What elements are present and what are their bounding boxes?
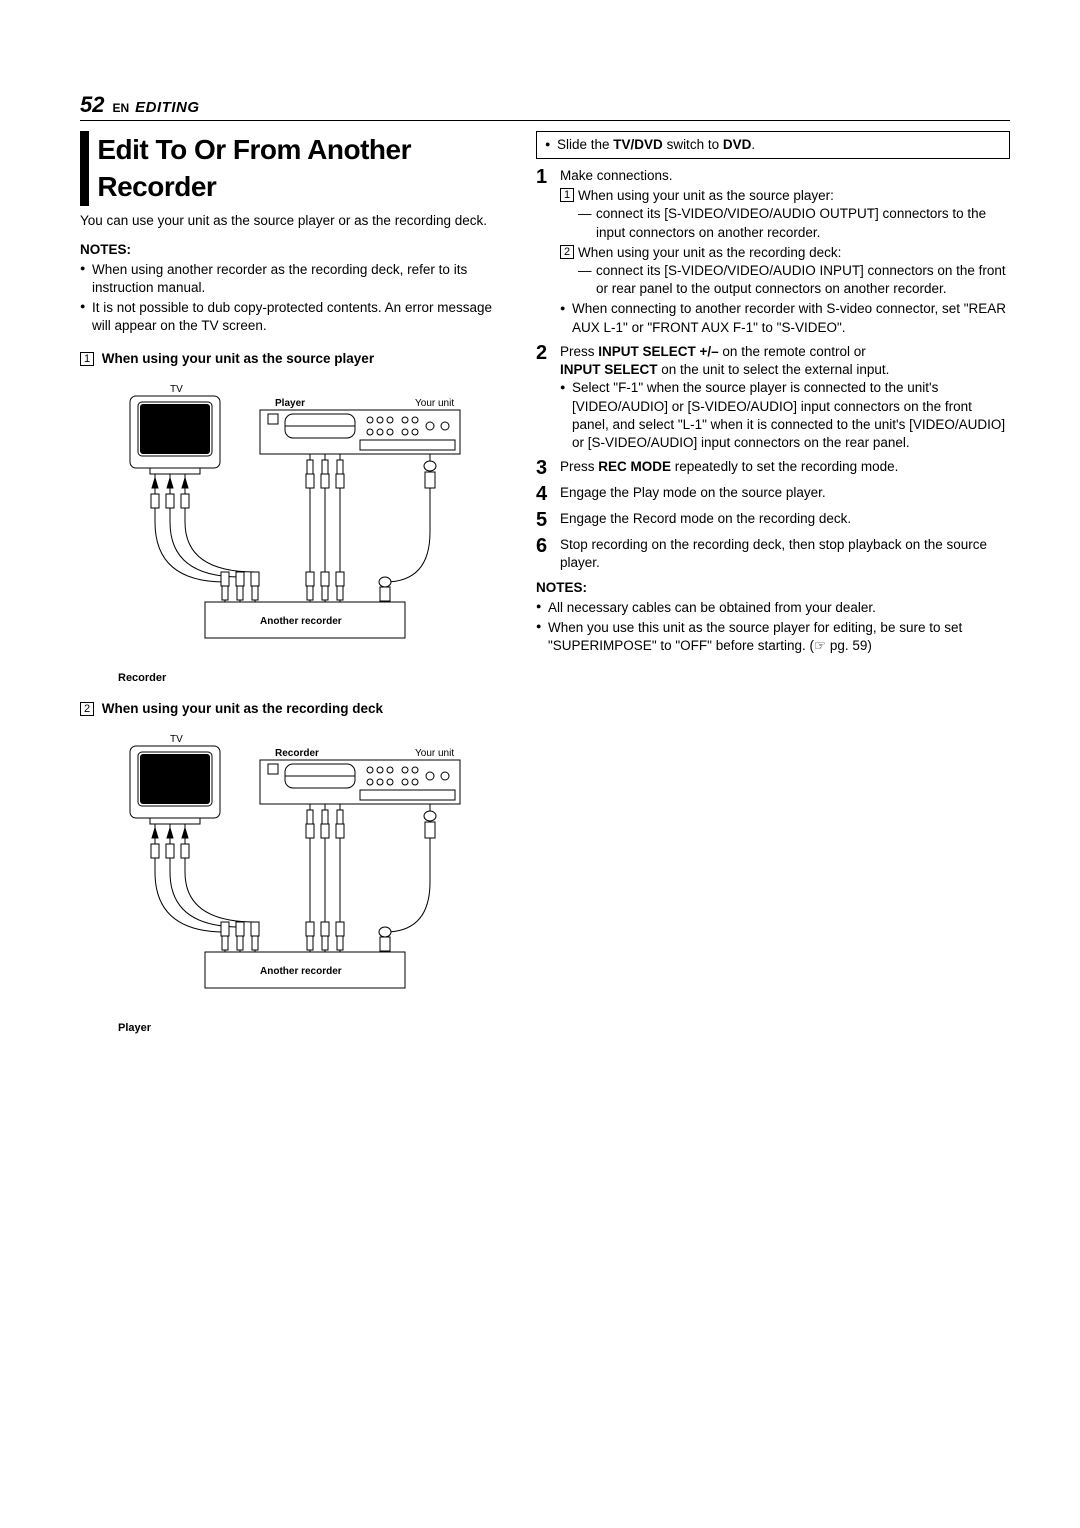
switch-instruction: Slide the TV/DVD switch to DVD.: [545, 136, 1001, 154]
diagram1-heading: 1 When using your unit as the source pla…: [80, 350, 510, 368]
notes2-list: All necessary cables can be obtained fro…: [536, 599, 1010, 656]
switch-instruction-box: Slide the TV/DVD switch to DVD.: [536, 131, 1010, 159]
connection-diagram-2: TV Recorder Your unit Another recorder: [110, 732, 490, 1012]
step-number: 5: [536, 510, 552, 530]
right-column: Slide the TV/DVD switch to DVD. 1 Make c…: [536, 131, 1010, 1036]
box-number: 2: [80, 702, 94, 716]
notes1-list: When using another recorder as the recor…: [80, 261, 510, 336]
step2-text: Press INPUT SELECT +/– on the remote con…: [560, 343, 1010, 379]
left-column: Edit To Or From Another Recorder You can…: [80, 131, 510, 1036]
diagram2-player-label: Player: [118, 1021, 510, 1036]
connection-diagram-1: TV Player Your unit Another recorder: [110, 382, 490, 662]
step4-text: Engage the Play mode on the source playe…: [560, 484, 1010, 504]
yourunit-label: Your unit: [415, 748, 454, 759]
step-1: 1 Make connections. 1 When using your un…: [536, 167, 1010, 337]
notes1-item: It is not possible to dub copy-protected…: [80, 299, 510, 335]
page-title: Edit To Or From Another Recorder: [97, 131, 510, 207]
step1-bullet: When connecting to another recorder with…: [560, 300, 1010, 336]
step6-text: Stop recording on the recording deck, th…: [560, 536, 1010, 572]
notes2-item: When you use this unit as the source pla…: [536, 619, 1010, 655]
intro-text: You can use your unit as the source play…: [80, 212, 510, 230]
another-recorder-label: Another recorder: [260, 966, 342, 977]
box-number: 1: [80, 352, 94, 366]
tv-label: TV: [170, 734, 183, 745]
player-label: Player: [275, 398, 305, 409]
title-row: Edit To Or From Another Recorder: [80, 131, 510, 207]
step-number: 3: [536, 458, 552, 478]
section-title: EDITING: [135, 98, 199, 118]
yourunit-label: Your unit: [415, 398, 454, 409]
step1-text: Make connections.: [560, 167, 1010, 185]
step1-sub2-dash: connect its [S-VIDEO/VIDEO/AUDIO INPUT] …: [578, 262, 1010, 298]
notes1-item: When using another recorder as the recor…: [80, 261, 510, 297]
diagram2-heading: 2 When using your unit as the recording …: [80, 700, 510, 718]
step3-text: Press REC MODE repeatedly to set the rec…: [560, 458, 1010, 478]
step1-sub2: 2 When using your unit as the recording …: [560, 244, 1010, 299]
step-number: 1: [536, 167, 552, 337]
step-5: 5 Engage the Record mode on the recordin…: [536, 510, 1010, 530]
diagram2-head-text: When using your unit as the recording de…: [102, 701, 383, 716]
step-number: 6: [536, 536, 552, 572]
recorder-label: Recorder: [275, 748, 319, 759]
step-number: 4: [536, 484, 552, 504]
notes2-heading: NOTES:: [536, 579, 1010, 597]
step1-sub1-dash: connect its [S-VIDEO/VIDEO/AUDIO OUTPUT]…: [578, 205, 1010, 241]
notes2-item: All necessary cables can be obtained fro…: [536, 599, 1010, 617]
step-6: 6 Stop recording on the recording deck, …: [536, 536, 1010, 572]
step-2: 2 Press INPUT SELECT +/– on the remote c…: [536, 343, 1010, 452]
another-recorder-label: Another recorder: [260, 616, 342, 627]
title-bar: [80, 131, 89, 207]
page-number: 52: [80, 90, 104, 120]
tv-label: TV: [170, 384, 183, 395]
step-number: 2: [536, 343, 552, 452]
diagram1-head-text: When using your unit as the source playe…: [102, 351, 374, 366]
diagram1-recorder-label: Recorder: [118, 671, 510, 686]
step-3: 3 Press REC MODE repeatedly to set the r…: [536, 458, 1010, 478]
step2-bullet: Select "F-1" when the source player is c…: [560, 379, 1010, 452]
step-4: 4 Engage the Play mode on the source pla…: [536, 484, 1010, 504]
step5-text: Engage the Record mode on the recording …: [560, 510, 1010, 530]
page-header: 52 EN EDITING: [80, 90, 1010, 121]
step1-sub1: 1 When using your unit as the source pla…: [560, 187, 1010, 242]
notes1-heading: NOTES:: [80, 241, 510, 259]
page-lang: EN: [112, 100, 129, 116]
rca-group: [151, 474, 189, 522]
step-list: 1 Make connections. 1 When using your un…: [536, 167, 1010, 573]
